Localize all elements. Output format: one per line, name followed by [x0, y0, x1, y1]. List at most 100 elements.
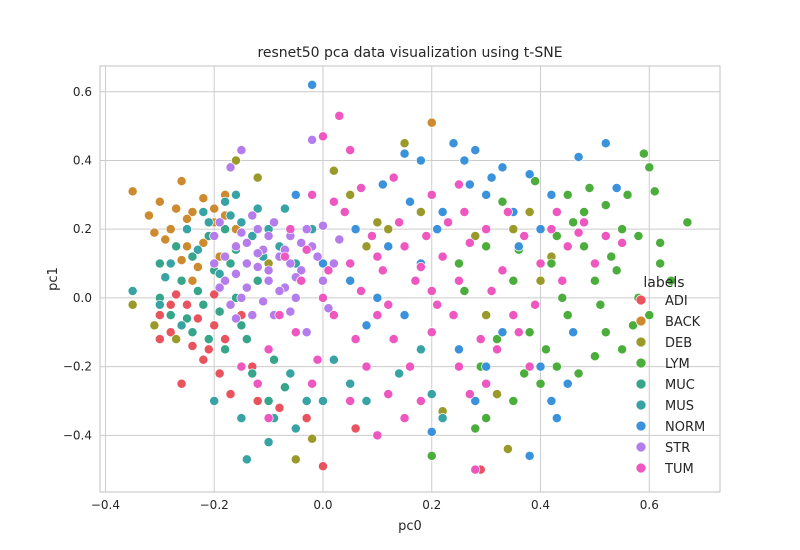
data-point [263, 396, 274, 406]
data-point [274, 402, 285, 413]
legend-marker [635, 378, 647, 390]
data-point [562, 241, 573, 252]
data-point [290, 327, 301, 338]
data-point [372, 217, 383, 228]
data-point [524, 450, 535, 461]
data-point [220, 251, 231, 262]
data-point [339, 207, 350, 217]
y-tick-label: −0.2 [63, 360, 92, 374]
data-point [388, 334, 399, 345]
data-point [508, 396, 519, 406]
data-point [682, 217, 693, 228]
data-point [606, 251, 617, 262]
data-point [377, 179, 388, 190]
data-point [176, 176, 187, 187]
data-point [279, 382, 290, 393]
data-point [220, 344, 231, 355]
data-point [453, 275, 464, 286]
data-point [290, 189, 301, 200]
data-point [345, 396, 356, 406]
data-point [182, 299, 192, 310]
data-point [312, 251, 323, 262]
data-point [318, 258, 328, 269]
data-point [209, 396, 220, 406]
data-point [611, 183, 622, 193]
data-point [285, 224, 296, 235]
data-point [220, 224, 231, 235]
data-point [405, 361, 415, 372]
data-point [666, 275, 677, 286]
data-point [388, 172, 399, 183]
data-point [307, 134, 318, 145]
data-point [176, 378, 187, 389]
data-point [443, 217, 454, 228]
data-point [290, 454, 301, 465]
data-point [296, 275, 307, 286]
data-point [562, 189, 573, 200]
data-point [628, 320, 638, 331]
data-point [508, 275, 519, 286]
data-point [225, 299, 236, 310]
series-str [209, 134, 345, 338]
data-point [361, 361, 372, 372]
data-point [595, 299, 606, 310]
data-point [470, 231, 481, 242]
data-point [350, 423, 361, 434]
data-point [551, 413, 562, 424]
data-point [307, 189, 318, 200]
data-point [198, 193, 209, 204]
data-point [535, 361, 546, 372]
data-point [638, 148, 649, 159]
data-point [209, 231, 220, 242]
data-point [524, 361, 535, 372]
data-point [192, 313, 203, 324]
data-point [328, 165, 339, 176]
data-point [236, 361, 247, 372]
legend-label: MUC [665, 378, 695, 393]
data-point [296, 237, 307, 248]
data-point [426, 389, 437, 400]
data-point [497, 265, 508, 276]
data-point [394, 368, 405, 379]
data-point [481, 413, 492, 424]
x-axis-label: pc0 [398, 519, 422, 534]
series-adi [154, 289, 486, 475]
data-point [198, 354, 209, 365]
data-point [372, 430, 383, 441]
data-point [519, 368, 530, 379]
data-point [263, 231, 274, 242]
data-point [513, 327, 524, 338]
data-point [453, 179, 464, 190]
y-tick-label: 0.6 [73, 85, 92, 99]
data-point [345, 378, 356, 389]
data-point [432, 224, 443, 235]
data-point [236, 217, 247, 228]
data-point [426, 117, 437, 128]
tick-labels: −0.4 −0.2 0.0 0.2 0.4 0.6 −0.4 −0.2 0.0 0.2 0.4 0.6 [63, 85, 659, 512]
data-point [274, 286, 285, 296]
data-point [437, 251, 448, 262]
data-point [214, 268, 225, 279]
data-point [589, 351, 600, 362]
data-point [568, 327, 579, 338]
series-norm [290, 79, 622, 461]
data-point [328, 196, 339, 207]
data-point [481, 310, 492, 321]
data-point [426, 426, 437, 437]
data-point [334, 234, 345, 245]
data-point [209, 203, 220, 214]
data-point [318, 220, 328, 231]
data-point [405, 196, 415, 207]
data-point [481, 361, 492, 372]
data-point [231, 155, 241, 166]
data-point [274, 310, 285, 321]
data-point [546, 258, 557, 269]
legend-label: DEB [665, 336, 692, 351]
data-point [350, 334, 361, 345]
y-tick-label: 0.2 [73, 222, 92, 236]
data-point [285, 258, 296, 269]
data-point [481, 189, 492, 200]
data-point [530, 176, 541, 187]
data-point [328, 354, 339, 365]
data-point [453, 361, 464, 372]
